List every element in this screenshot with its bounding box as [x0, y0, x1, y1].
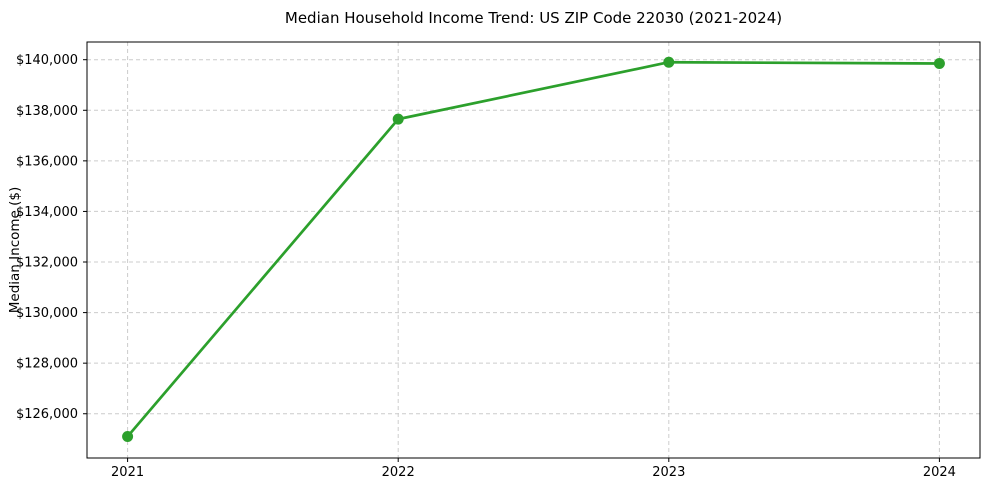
data-point [663, 56, 675, 68]
y-tick-label: $136,000 [16, 154, 78, 169]
data-point [392, 113, 404, 125]
data-point [122, 431, 134, 443]
y-tick-label: $140,000 [16, 53, 78, 68]
y-tick-label: $134,000 [16, 205, 78, 220]
plot-border [86, 41, 981, 459]
y-tick-label: $126,000 [16, 407, 78, 422]
y-tick-label: $132,000 [16, 256, 78, 271]
x-tick-label: 2024 [923, 465, 956, 480]
y-tick-label: $128,000 [16, 357, 78, 372]
series-line [126, 60, 941, 438]
x-tick-label: 2021 [111, 465, 144, 480]
data-point [933, 57, 945, 69]
y-tick-label: $138,000 [16, 104, 78, 119]
chart-title: Median Household Income Trend: US ZIP Co… [284, 9, 783, 27]
x-tick-label: 2022 [382, 465, 415, 480]
y-tick-label: $130,000 [16, 306, 78, 321]
x-tick-label: 2023 [652, 465, 685, 480]
